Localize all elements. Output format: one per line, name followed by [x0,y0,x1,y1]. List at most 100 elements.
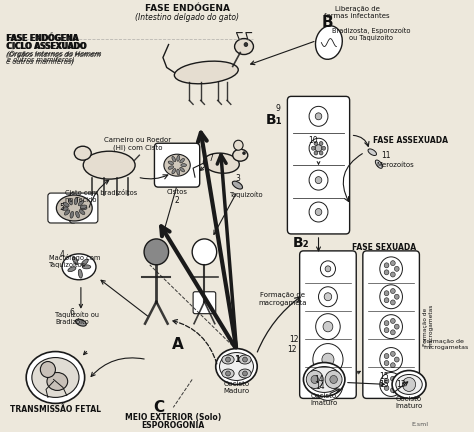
Circle shape [391,351,395,356]
Circle shape [311,375,319,384]
Text: 14: 14 [316,382,325,391]
Ellipse shape [82,259,88,266]
Ellipse shape [239,369,251,378]
Circle shape [192,239,217,265]
Circle shape [391,363,395,368]
Circle shape [384,353,389,359]
Circle shape [315,145,322,152]
Ellipse shape [68,267,76,272]
Circle shape [322,146,326,150]
Circle shape [384,385,389,391]
Text: CICLO ASSEXUADO: CICLO ASSEXUADO [7,42,87,51]
Ellipse shape [368,149,376,156]
Text: FASE ENDÓGENA: FASE ENDÓGENA [6,34,78,43]
Circle shape [391,388,395,393]
Text: Taquizoíto: Taquizoíto [230,192,264,198]
Ellipse shape [222,369,234,378]
Text: B: B [321,15,333,30]
Text: Formação de
microgametas: Formação de microgametas [423,303,434,346]
Circle shape [394,382,399,387]
Ellipse shape [80,205,87,209]
Ellipse shape [168,166,173,169]
Circle shape [319,141,323,146]
FancyArrowPatch shape [343,154,362,201]
Circle shape [384,378,389,384]
FancyArrowPatch shape [317,238,320,251]
FancyBboxPatch shape [300,251,356,398]
Ellipse shape [216,349,257,384]
Ellipse shape [168,161,173,165]
Circle shape [311,146,315,150]
Circle shape [380,348,402,372]
Ellipse shape [78,200,83,206]
FancyArrowPatch shape [91,358,144,376]
Circle shape [40,362,55,378]
FancyArrowPatch shape [140,175,168,179]
Circle shape [394,267,399,271]
Text: 12: 12 [287,345,297,354]
Text: Macrófago com: Macrófago com [49,254,100,261]
Text: 2: 2 [175,196,180,204]
Text: Maduro: Maduro [223,388,249,394]
Ellipse shape [62,207,68,210]
Ellipse shape [32,358,79,397]
Ellipse shape [75,211,80,218]
Ellipse shape [177,156,180,161]
Ellipse shape [81,206,87,210]
Circle shape [309,138,328,158]
Circle shape [391,260,395,266]
Text: A: A [172,337,184,352]
FancyBboxPatch shape [70,193,98,223]
Circle shape [244,43,248,47]
Circle shape [394,324,399,329]
FancyArrowPatch shape [89,180,109,207]
Text: Taquizoíto ou: Taquizoíto ou [55,311,100,318]
FancyArrowPatch shape [257,297,300,352]
Circle shape [319,287,337,307]
Text: B₁: B₁ [266,113,283,127]
Ellipse shape [56,195,92,221]
FancyBboxPatch shape [363,251,419,398]
Circle shape [380,257,402,281]
Ellipse shape [172,156,176,162]
Ellipse shape [392,371,426,398]
Circle shape [384,298,389,303]
Circle shape [380,285,402,309]
Circle shape [384,321,389,326]
Ellipse shape [83,151,135,179]
Circle shape [380,372,402,397]
Circle shape [315,113,322,120]
Text: 14: 14 [314,375,323,384]
Circle shape [306,371,323,388]
Ellipse shape [63,202,69,207]
Circle shape [384,263,389,268]
Text: Oocisto: Oocisto [223,381,249,388]
Text: FASE ASSEXUADA: FASE ASSEXUADA [373,136,448,145]
FancyBboxPatch shape [155,143,200,187]
FancyBboxPatch shape [193,292,216,314]
Ellipse shape [180,168,184,172]
Circle shape [243,152,246,155]
Circle shape [323,321,333,332]
Text: Bradizóito: Bradizóito [55,319,89,325]
Ellipse shape [70,211,73,218]
Ellipse shape [239,355,251,364]
Text: e outros mamíferos): e outros mamíferos) [6,59,74,66]
Text: ESPOROGONIA: ESPOROGONIA [142,421,205,430]
Ellipse shape [375,160,383,168]
Ellipse shape [177,169,180,175]
Text: Formação de
microgametas: Formação de microgametas [423,339,468,350]
FancyArrowPatch shape [173,320,217,364]
Circle shape [384,291,389,296]
Text: 1: 1 [234,355,239,364]
Text: CICLO ASSEXUADO: CICLO ASSEXUADO [6,42,86,51]
Text: (Órgãos Internos do Homem: (Órgãos Internos do Homem [7,50,102,57]
Text: Cisto com bradizóitos: Cisto com bradizóitos [65,190,137,196]
Circle shape [324,293,332,301]
Circle shape [380,314,402,339]
Text: (Intestino delgado do gato): (Intestino delgado do gato) [136,13,239,22]
Circle shape [391,330,395,335]
Ellipse shape [62,254,96,280]
Ellipse shape [235,38,254,54]
Ellipse shape [307,366,341,392]
